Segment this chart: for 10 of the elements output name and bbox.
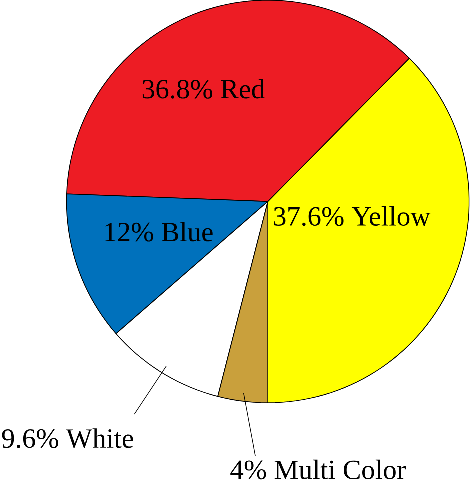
data-label: 37.6% [274, 207, 344, 226]
slice-label: Blue [162, 222, 213, 242]
data-label: 12% [106, 222, 154, 242]
slice-label: White [66, 428, 134, 448]
slice-label: Multi Color [275, 460, 406, 480]
data-label: 36.8% [143, 80, 213, 99]
slice-label: Red [221, 79, 265, 99]
slice-label: Yellow [352, 206, 431, 226]
data-label: 9.6% [2, 429, 58, 448]
data-label: 4% [230, 460, 266, 480]
